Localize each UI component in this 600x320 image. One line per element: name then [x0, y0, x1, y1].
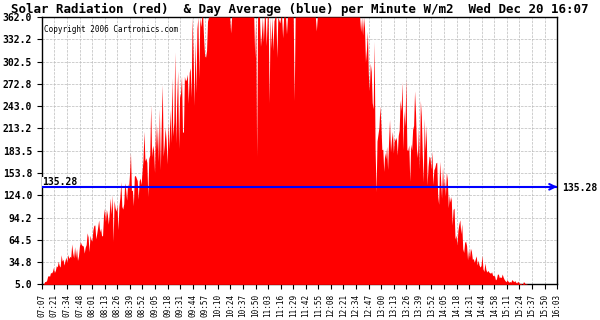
- Title: Solar Radiation (red)  & Day Average (blue) per Minute W/m2  Wed Dec 20 16:07: Solar Radiation (red) & Day Average (blu…: [11, 3, 588, 16]
- Text: Copyright 2006 Cartronics.com: Copyright 2006 Cartronics.com: [44, 25, 179, 34]
- Text: 135.28: 135.28: [42, 177, 77, 187]
